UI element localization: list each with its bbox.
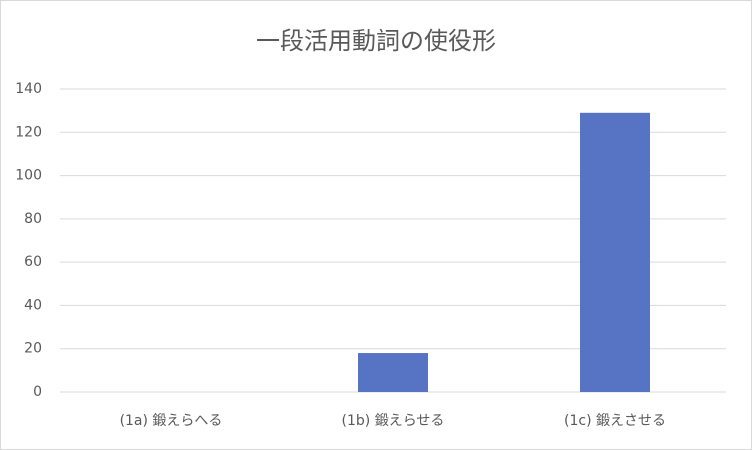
bar <box>358 353 428 392</box>
x-tick-label: (1b) 鍛えらせる <box>342 413 445 429</box>
y-tick-label: 100 <box>15 168 42 184</box>
y-tick-label: 60 <box>24 254 42 270</box>
y-tick-label: 120 <box>15 124 42 140</box>
y-tick-label: 140 <box>15 81 42 97</box>
y-tick-label: 20 <box>24 341 42 357</box>
y-tick-label: 80 <box>24 211 42 227</box>
y-tick-label: 0 <box>33 384 42 400</box>
x-tick-label: (1c) 鍛えさせる <box>564 413 666 429</box>
y-tick-label: 40 <box>24 297 42 313</box>
bar <box>580 112 650 393</box>
x-tick-label: (1a) 鍛えらへる <box>120 413 223 429</box>
chart-title: 一段活用動詞の使役形 <box>256 27 496 55</box>
